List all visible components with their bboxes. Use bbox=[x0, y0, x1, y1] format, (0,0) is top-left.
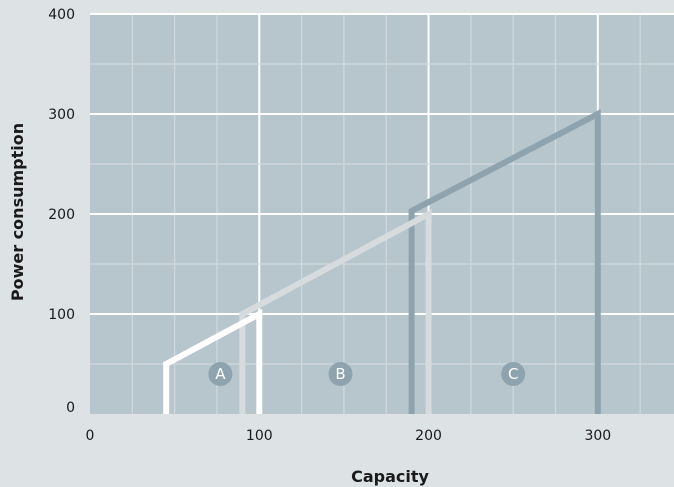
y-tick-label: 400 bbox=[48, 7, 75, 23]
series-line-c bbox=[408, 109, 601, 414]
series-line-b bbox=[239, 208, 432, 414]
x-tick-label: 0 bbox=[86, 428, 95, 444]
series-label-a: A bbox=[215, 365, 226, 383]
x-axis-title: Capacity bbox=[351, 467, 429, 486]
x-tick-label: 100 bbox=[246, 428, 273, 444]
series-label-marker-a bbox=[208, 362, 233, 386]
x-tick-label: 300 bbox=[584, 428, 611, 444]
y-tick-label: 200 bbox=[48, 207, 75, 223]
series-label-marker-b bbox=[328, 362, 353, 386]
y-tick-label: 0 bbox=[66, 400, 75, 416]
series-label-b: B bbox=[335, 365, 345, 383]
series-line-a bbox=[163, 308, 263, 414]
series-label-marker-c bbox=[501, 362, 526, 386]
series-label-c: C bbox=[508, 365, 518, 383]
y-axis-title: Power consumption bbox=[8, 123, 27, 301]
x-tick-label: 200 bbox=[415, 428, 442, 444]
y-tick-label: 300 bbox=[48, 107, 75, 123]
y-tick-label: 100 bbox=[48, 307, 75, 323]
